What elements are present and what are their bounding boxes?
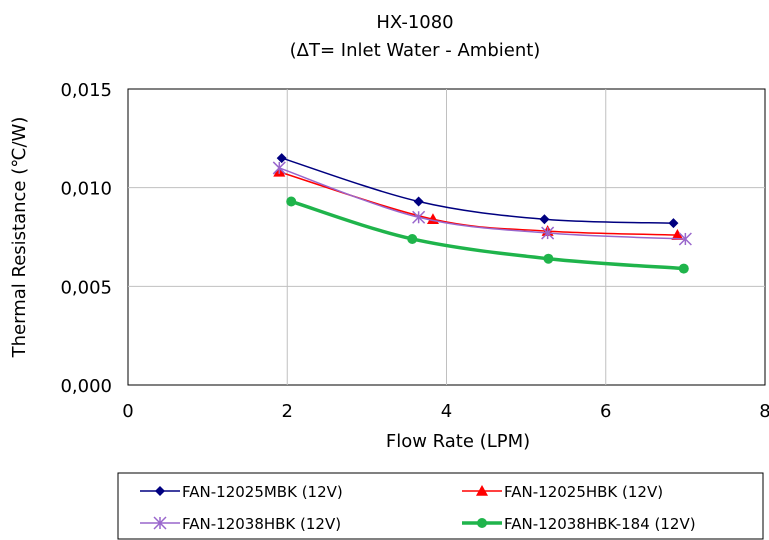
legend-marker (155, 486, 165, 496)
data-point (407, 233, 418, 244)
legend-label: FAN-12038HBK (12V) (182, 515, 341, 533)
x-tick-label: 2 (282, 401, 293, 422)
series-line (279, 167, 686, 240)
data-point (678, 263, 689, 274)
series-3 (272, 161, 692, 246)
series-1 (276, 153, 679, 229)
legend-item: FAN-12025HBK (12V) (462, 483, 663, 501)
data-point (671, 229, 684, 240)
legend-marker (477, 518, 487, 528)
series-layer (272, 153, 692, 274)
data-point (412, 210, 426, 224)
series-4 (286, 196, 689, 274)
data-point (678, 232, 692, 246)
x-tick-label: 6 (600, 401, 611, 422)
y-axis-label: Thermal Resistance (℃/W) (9, 117, 30, 359)
data-point (539, 214, 550, 225)
y-tick-label: 0,010 (60, 179, 112, 200)
series-2 (273, 165, 684, 240)
chart-subtitle: (ΔT= Inlet Water - Ambient) (290, 40, 541, 61)
data-point (413, 196, 424, 207)
series-line (281, 157, 674, 224)
grid-lines (128, 89, 765, 385)
x-tick-label: 4 (441, 401, 452, 422)
x-tick-label: 8 (759, 401, 769, 422)
data-point (668, 218, 679, 229)
data-point (543, 253, 554, 264)
series-line (290, 199, 684, 271)
y-tick-label: 0,000 (60, 376, 112, 397)
legend-item: FAN-12038HBK (12V) (140, 515, 341, 533)
legend-marker (153, 516, 167, 530)
x-axis-label: Flow Rate (LPM) (386, 431, 530, 452)
legend: FAN-12025MBK (12V) FAN-12025HBK (12V) FAN-… (140, 483, 696, 533)
legend-item: FAN-12038HBK-184 (12V) (462, 515, 696, 533)
data-point (286, 196, 297, 207)
data-point (276, 153, 287, 164)
legend-label: FAN-12025HBK (12V) (504, 483, 663, 501)
legend-marker (476, 485, 488, 496)
y-tick-label: 0,005 (60, 277, 112, 298)
data-point (272, 161, 286, 175)
legend-item: FAN-12025MBK (12V) (140, 483, 343, 501)
legend-label: FAN-12025MBK (12V) (182, 483, 343, 501)
x-tick-label: 0 (122, 401, 133, 422)
legend-box (117, 472, 764, 540)
tick-labels: 0 2 4 6 8 0,000 0,005 0,010 0,015 (60, 80, 769, 422)
data-point (541, 226, 555, 240)
legend-label: FAN-12038HBK-184 (12V) (504, 515, 696, 533)
y-tick-label: 0,015 (60, 80, 112, 101)
chart-title: HX-1080 (376, 12, 453, 33)
series-line (279, 171, 678, 236)
